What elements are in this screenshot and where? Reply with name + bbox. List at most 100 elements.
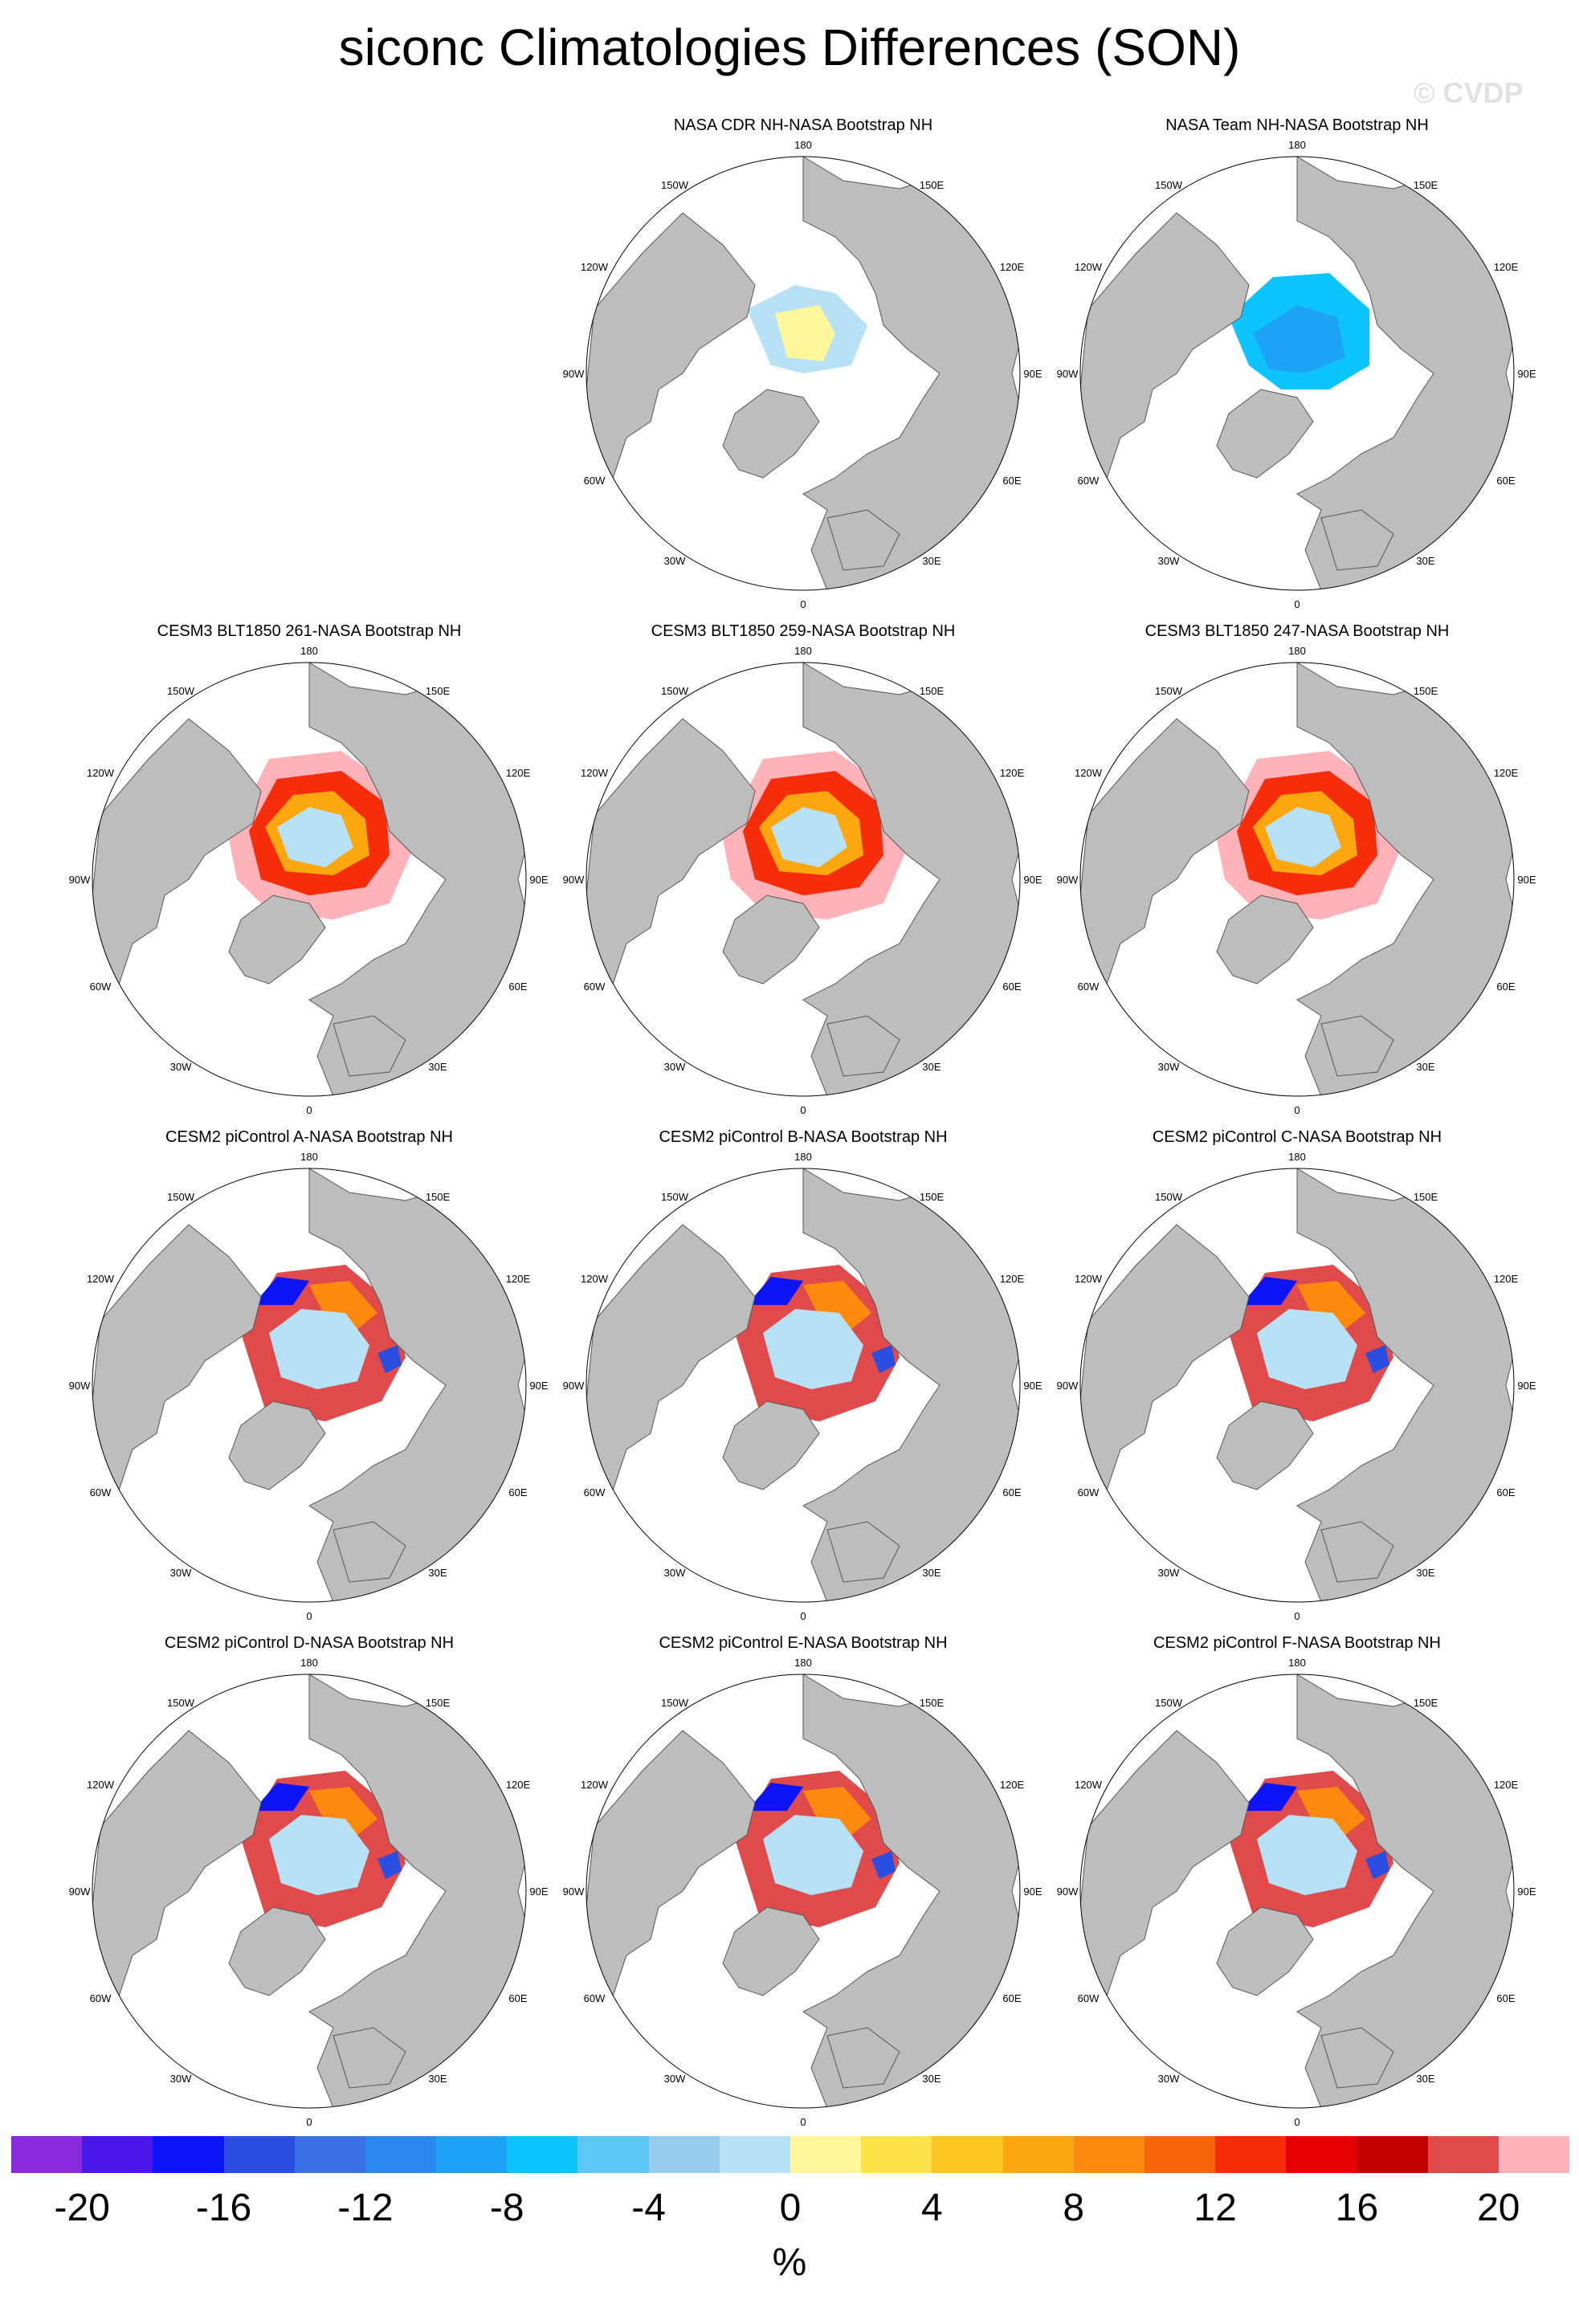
lon-label: 120W	[87, 1779, 115, 1791]
lon-label: 150E	[920, 1697, 945, 1709]
lon-label: 30E	[922, 555, 940, 567]
lon-label: 60W	[584, 1992, 606, 2004]
polar-map: 180 0 90W 90E 150W 150E 120W 120E 60W 60E 30W 30E	[1057, 139, 1536, 610]
lon-label: 60W	[90, 1486, 112, 1498]
polar-map: 180 0 90W 90E 150W 150E 120W 120E 60W 60E 30W 30E	[563, 1151, 1042, 1622]
lon-label: 120E	[506, 767, 531, 779]
colorbar-swatch	[648, 2136, 720, 2173]
colorbar-tick-label: 16	[1335, 2187, 1379, 2229]
colorbar-swatch	[861, 2136, 932, 2173]
map-boundary	[92, 1168, 527, 1603]
lon-label: 30E	[922, 1567, 940, 1579]
land-mass	[333, 2027, 406, 2089]
land-mass	[333, 1015, 406, 1077]
land-mass	[228, 1401, 326, 1490]
land-mass	[1320, 1015, 1394, 1077]
lon-label: 90E	[1517, 368, 1536, 380]
lon-label: 150W	[661, 1191, 689, 1203]
colorbar-unit: %	[772, 2241, 807, 2284]
map-panel: CESM3 BLT1850 247-NASA Bootstrap NH 180 0 9…	[1056, 622, 1538, 1120]
map-boundary	[585, 156, 1021, 591]
lon-label: 60W	[584, 1486, 606, 1498]
lon-label: 120E	[1494, 1273, 1519, 1285]
map-boundary	[1079, 662, 1515, 1097]
figure-title: siconc Climatologies Differences (SON)	[338, 18, 1241, 76]
map-panel: CESM2 piControl C-NASA Bootstrap NH 180 0 9…	[1056, 1128, 1538, 1626]
colorbar-tick-label: 0	[779, 2187, 802, 2229]
map-boundary	[585, 1674, 1021, 2109]
panel-title: CESM3 BLT1850 259-NASA Bootstrap NH	[651, 622, 956, 640]
ice-field	[723, 751, 908, 919]
lon-label: 30E	[922, 1061, 940, 1073]
colorbar-swatch	[1357, 2136, 1429, 2173]
lon-label: 120W	[581, 767, 609, 779]
lon-label: 180	[794, 139, 812, 151]
land-mass	[228, 895, 326, 985]
colorbar-swatch	[223, 2136, 296, 2173]
lon-label: 150W	[661, 685, 689, 697]
lon-label: 0	[1294, 1104, 1300, 1116]
lon-label: 120W	[1075, 767, 1103, 779]
lon-label: 0	[306, 1610, 312, 1622]
lon-label: 90E	[1517, 874, 1536, 886]
map-panel: CESM2 piControl E-NASA Bootstrap NH 180 0 9…	[562, 1634, 1044, 2132]
lon-label: 60E	[508, 981, 527, 993]
lon-label: 150W	[661, 1697, 689, 1709]
land-mass	[333, 1521, 406, 1583]
colorbar-swatch	[11, 2136, 83, 2173]
lon-label: 0	[306, 2116, 312, 2128]
colorbar-swatch	[577, 2136, 650, 2173]
colorbar-swatch	[719, 2136, 791, 2173]
polar-map: 180 0 90W 90E 150W 150E 120W 120E 60W 60E 30W 30E	[69, 1657, 549, 2128]
lon-label: 60E	[508, 1486, 527, 1498]
colorbar-swatch	[294, 2136, 366, 2173]
polar-map: 180 0 90W 90E 150W 150E 120W 120E 60W 60E 30W 30E	[1057, 1151, 1536, 1622]
map-panel: CESM2 piControl D-NASA Bootstrap NH 180 0 9…	[68, 1634, 550, 2132]
lon-label: 0	[1294, 598, 1300, 610]
panel-title: CESM2 piControl F-NASA Bootstrap NH	[1153, 1634, 1441, 1652]
lon-label: 120E	[1000, 261, 1025, 273]
map-panel: NASA Team NH-NASA Bootstrap NH 180 0 90W 90E…	[1056, 116, 1538, 614]
lon-label: 60E	[1496, 981, 1515, 993]
land-mass	[1216, 389, 1314, 479]
map-boundary	[1079, 156, 1515, 591]
lon-label: 120E	[1494, 1779, 1519, 1791]
lon-label: 150W	[167, 1697, 195, 1709]
land-mass	[1216, 1401, 1314, 1490]
lon-label: 60E	[1002, 475, 1021, 487]
colorbar-tick-label: 8	[1063, 2187, 1085, 2229]
lon-label: 90W	[563, 874, 585, 886]
lon-label: 0	[800, 2116, 806, 2128]
lon-label: 90W	[69, 874, 91, 886]
lon-label: 90W	[563, 1886, 585, 1898]
lon-label: 120E	[506, 1779, 531, 1791]
lon-label: 60W	[584, 475, 606, 487]
ice-field	[1217, 751, 1402, 919]
lon-label: 150E	[1414, 179, 1438, 191]
lon-label: 120E	[1000, 1273, 1025, 1285]
colorbar-tick-label: -12	[337, 2187, 394, 2229]
colorbar-swatch	[82, 2136, 153, 2173]
lon-label: 60W	[1078, 981, 1100, 993]
ice-field	[1229, 273, 1369, 389]
polar-map: 180 0 90W 90E 150W 150E 120W 120E 60W 60E 30W 30E	[1057, 645, 1536, 1116]
colorbar-tick-label: 12	[1193, 2187, 1237, 2229]
polar-map: 180 0 90W 90E 150W 150E 120W 120E 60W 60E 30W 30E	[563, 645, 1042, 1116]
lon-label: 120E	[506, 1273, 531, 1285]
lon-label: 30E	[1416, 1061, 1434, 1073]
map-panel: CESM3 BLT1850 261-NASA Bootstrap NH 180 0 9…	[68, 622, 550, 1120]
lon-label: 60E	[1496, 475, 1515, 487]
lon-label: 90E	[1517, 1380, 1536, 1392]
colorbar-swatch	[1498, 2136, 1570, 2173]
ice-field	[241, 1771, 406, 1927]
lon-label: 120E	[1494, 261, 1519, 273]
land-mass	[1320, 509, 1394, 571]
lon-label: 30E	[428, 1567, 447, 1579]
lon-label: 30W	[664, 1567, 686, 1579]
panel-title: CESM2 piControl E-NASA Bootstrap NH	[659, 1634, 948, 1652]
lon-label: 150W	[167, 685, 195, 697]
lon-label: 120W	[581, 1779, 609, 1791]
lon-label: 180	[1288, 1657, 1306, 1669]
lon-label: 120W	[581, 1273, 609, 1285]
lon-label: 30W	[664, 555, 686, 567]
